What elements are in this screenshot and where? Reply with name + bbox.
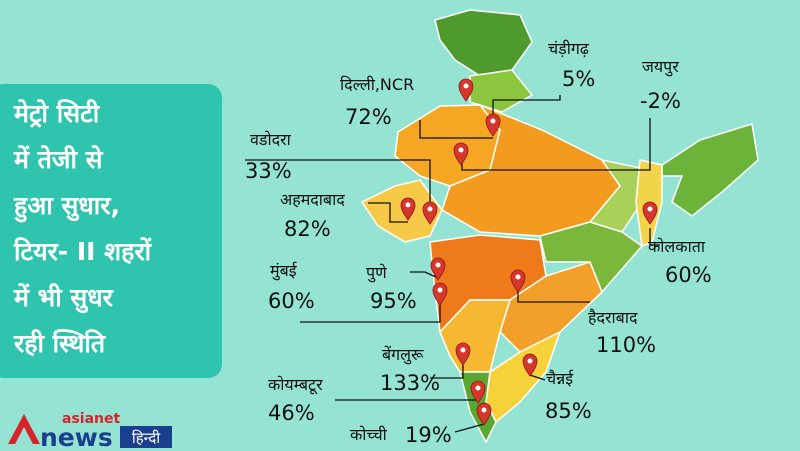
headline-line: में भी सुधर	[13, 283, 115, 314]
logo: asianet news हिन्दी	[8, 411, 172, 451]
city-change: 33%	[245, 159, 292, 183]
pin-dot	[458, 147, 464, 153]
headline-line: में तेजी से	[13, 145, 104, 174]
pin-dot	[460, 347, 466, 353]
city-change: 60%	[268, 289, 315, 313]
city-change: 72%	[345, 105, 392, 129]
pins	[400, 78, 658, 426]
headline-line: मेट्रो सिटी	[13, 99, 101, 128]
logo-language: हिन्दी	[132, 429, 161, 447]
pin	[470, 380, 486, 404]
city-change: 110%	[596, 333, 656, 357]
city-name: चैन्नई	[546, 369, 574, 388]
pin	[430, 257, 446, 281]
city-name: अहमदाबाद	[280, 190, 345, 209]
pin	[485, 113, 501, 137]
pin	[400, 197, 416, 221]
pin	[522, 353, 538, 377]
pin	[432, 282, 448, 306]
leader-lines	[245, 95, 660, 433]
pin	[458, 78, 474, 102]
city-change: 85%	[545, 399, 592, 423]
city-change: 82%	[284, 217, 331, 241]
city-change: 46%	[268, 401, 315, 425]
pin	[510, 269, 526, 293]
city-change: 19%	[405, 423, 452, 447]
pin-dot	[435, 262, 441, 268]
pin-dot	[490, 118, 496, 124]
headline-line: टियर- II शहरों	[13, 237, 153, 266]
pin	[453, 142, 469, 166]
city-change: 60%	[665, 263, 712, 287]
pin	[455, 342, 471, 366]
pin	[422, 201, 438, 225]
pin-dot	[405, 202, 411, 208]
city-name: हैदराबाद	[588, 308, 638, 327]
pin-dot	[437, 287, 443, 293]
pin	[642, 201, 658, 225]
headline: मेट्रो सिटी में तेजी से हुआ सुधार, टियर-…	[13, 99, 153, 358]
logo-language-box	[120, 426, 172, 448]
city-name: कोयम्बटूर	[268, 375, 323, 395]
logo-brand: asianet	[62, 411, 120, 427]
city-name: दिल्ली,NCR	[340, 75, 414, 94]
city-name: मुंबई	[270, 261, 298, 281]
headline-line: रही स्थिति	[13, 329, 107, 358]
headline-line: हुआ सुधार,	[13, 191, 120, 223]
headline-panel	[0, 84, 222, 378]
city-name: पुणे	[366, 263, 387, 283]
pin-dot	[647, 206, 653, 212]
city-name: चंड़ीगढ़	[548, 39, 590, 58]
city-change: 95%	[370, 289, 417, 313]
city-change: 5%	[562, 67, 595, 91]
logo-product: news	[40, 423, 113, 451]
pin-dot	[475, 385, 481, 391]
city-name: वडोदरा	[250, 130, 292, 149]
pin-dot	[427, 206, 433, 212]
pin	[476, 402, 492, 426]
city-change: -2%	[640, 89, 681, 113]
city-labels: चंड़ीगढ़ 5% दिल्ली,NCR 72% जयपुर -2% वडो…	[245, 39, 712, 447]
city-name: कोलकाता	[648, 237, 706, 256]
logo-icon	[8, 414, 40, 444]
city-name: बेंगलुरू	[382, 345, 424, 365]
city-name: जयपुर	[642, 57, 679, 77]
pin-dot	[463, 83, 469, 89]
city-name: कोच्ची	[350, 425, 388, 444]
city-change: 133%	[380, 371, 440, 395]
pin-dot	[481, 407, 487, 413]
pin-dot	[527, 358, 533, 364]
pin-dot	[515, 274, 521, 280]
